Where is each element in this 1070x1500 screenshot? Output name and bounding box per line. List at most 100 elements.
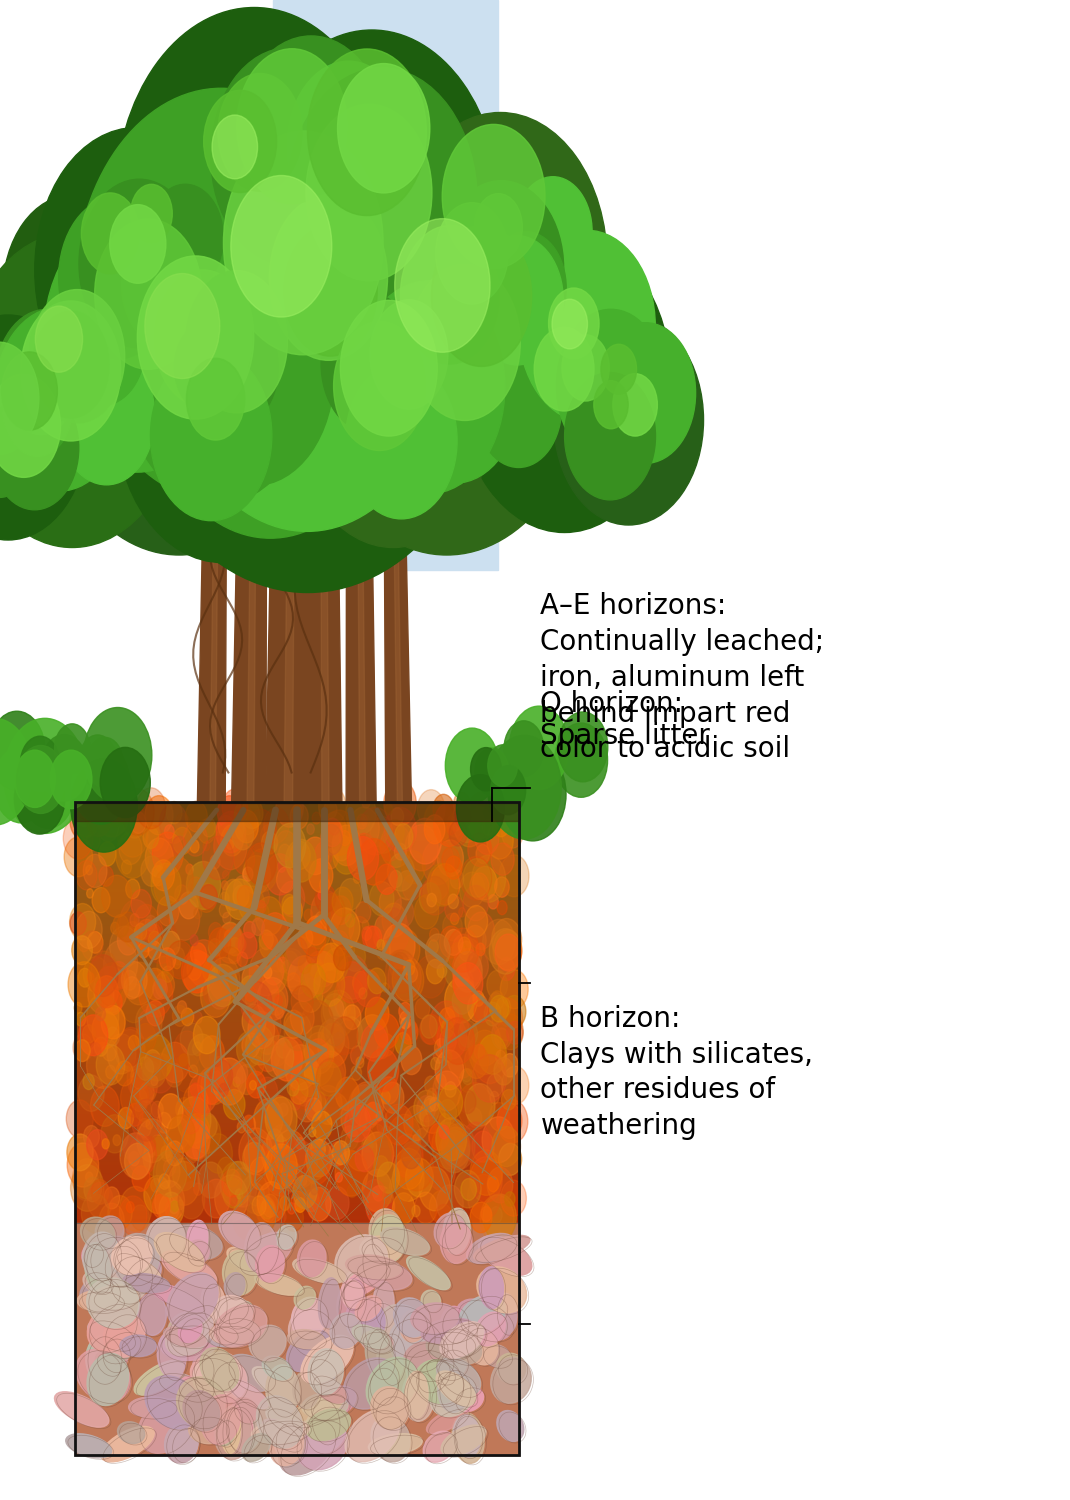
Circle shape — [421, 876, 448, 915]
Ellipse shape — [150, 1282, 202, 1311]
Circle shape — [143, 1060, 160, 1086]
Bar — [75, 970, 519, 975]
Circle shape — [490, 1092, 499, 1104]
Ellipse shape — [352, 1324, 387, 1348]
Circle shape — [328, 819, 339, 836]
Circle shape — [276, 1038, 290, 1058]
Circle shape — [432, 856, 440, 865]
Circle shape — [487, 1167, 513, 1203]
Circle shape — [183, 1084, 208, 1119]
Circle shape — [308, 1038, 328, 1068]
Circle shape — [502, 1066, 529, 1104]
Circle shape — [151, 864, 181, 906]
Circle shape — [181, 1008, 194, 1026]
Circle shape — [340, 300, 438, 436]
Ellipse shape — [434, 1214, 464, 1248]
Circle shape — [147, 825, 169, 856]
Circle shape — [92, 888, 110, 912]
Circle shape — [438, 840, 463, 876]
Circle shape — [401, 1019, 409, 1029]
Circle shape — [316, 1059, 345, 1100]
Circle shape — [117, 912, 138, 942]
Circle shape — [272, 1036, 303, 1082]
Circle shape — [417, 1095, 435, 1122]
Circle shape — [186, 864, 194, 874]
Bar — [75, 920, 519, 924]
Circle shape — [468, 833, 491, 867]
Circle shape — [190, 944, 207, 964]
Bar — [75, 1222, 519, 1455]
Circle shape — [210, 855, 220, 868]
Circle shape — [242, 798, 263, 828]
Circle shape — [396, 825, 415, 852]
Circle shape — [0, 711, 45, 791]
Ellipse shape — [302, 1394, 348, 1419]
Circle shape — [484, 1002, 501, 1026]
Circle shape — [282, 897, 303, 926]
Circle shape — [462, 1174, 479, 1200]
Circle shape — [140, 138, 297, 357]
Circle shape — [135, 1098, 152, 1122]
Circle shape — [108, 256, 230, 427]
Circle shape — [325, 1186, 349, 1219]
Ellipse shape — [308, 1348, 343, 1395]
Circle shape — [138, 1119, 151, 1137]
Circle shape — [120, 1186, 152, 1231]
Circle shape — [498, 804, 515, 830]
Ellipse shape — [291, 1298, 326, 1338]
Ellipse shape — [103, 1245, 138, 1286]
Circle shape — [454, 792, 470, 816]
Bar — [75, 912, 519, 916]
Circle shape — [0, 375, 61, 477]
Circle shape — [123, 970, 137, 990]
Circle shape — [365, 998, 388, 1030]
Ellipse shape — [377, 1332, 403, 1384]
Circle shape — [467, 951, 488, 981]
Circle shape — [87, 1042, 119, 1089]
Ellipse shape — [360, 1236, 402, 1262]
Circle shape — [453, 987, 472, 1014]
Ellipse shape — [394, 1298, 429, 1336]
Circle shape — [498, 900, 507, 915]
Bar — [75, 1185, 519, 1190]
Circle shape — [143, 969, 166, 1000]
Ellipse shape — [89, 1236, 140, 1286]
Bar — [75, 1190, 519, 1192]
Circle shape — [265, 853, 294, 895]
Circle shape — [183, 822, 208, 856]
Polygon shape — [320, 278, 330, 802]
Circle shape — [229, 1168, 257, 1208]
Ellipse shape — [170, 1426, 198, 1461]
Circle shape — [141, 856, 163, 886]
Circle shape — [143, 827, 158, 849]
Circle shape — [238, 1120, 246, 1132]
Circle shape — [0, 232, 185, 548]
Circle shape — [194, 1184, 202, 1196]
Circle shape — [82, 1024, 95, 1042]
Circle shape — [116, 831, 149, 879]
Circle shape — [236, 1030, 262, 1068]
Bar — [75, 891, 519, 896]
Ellipse shape — [426, 1330, 474, 1359]
Ellipse shape — [345, 1408, 399, 1462]
Circle shape — [334, 945, 352, 970]
Circle shape — [281, 894, 296, 914]
Circle shape — [371, 1125, 384, 1143]
Circle shape — [349, 916, 370, 945]
Ellipse shape — [467, 1233, 515, 1263]
Circle shape — [366, 1186, 395, 1225]
Circle shape — [163, 932, 180, 957]
Circle shape — [293, 1082, 321, 1122]
Circle shape — [439, 180, 564, 356]
Circle shape — [491, 1020, 511, 1048]
Circle shape — [157, 956, 171, 976]
Circle shape — [209, 922, 223, 942]
Circle shape — [582, 380, 651, 474]
Circle shape — [166, 1118, 189, 1150]
Ellipse shape — [335, 1234, 387, 1287]
Ellipse shape — [123, 1274, 169, 1293]
Circle shape — [256, 1038, 279, 1071]
Circle shape — [124, 921, 142, 948]
Circle shape — [174, 262, 334, 486]
Circle shape — [290, 1000, 315, 1035]
